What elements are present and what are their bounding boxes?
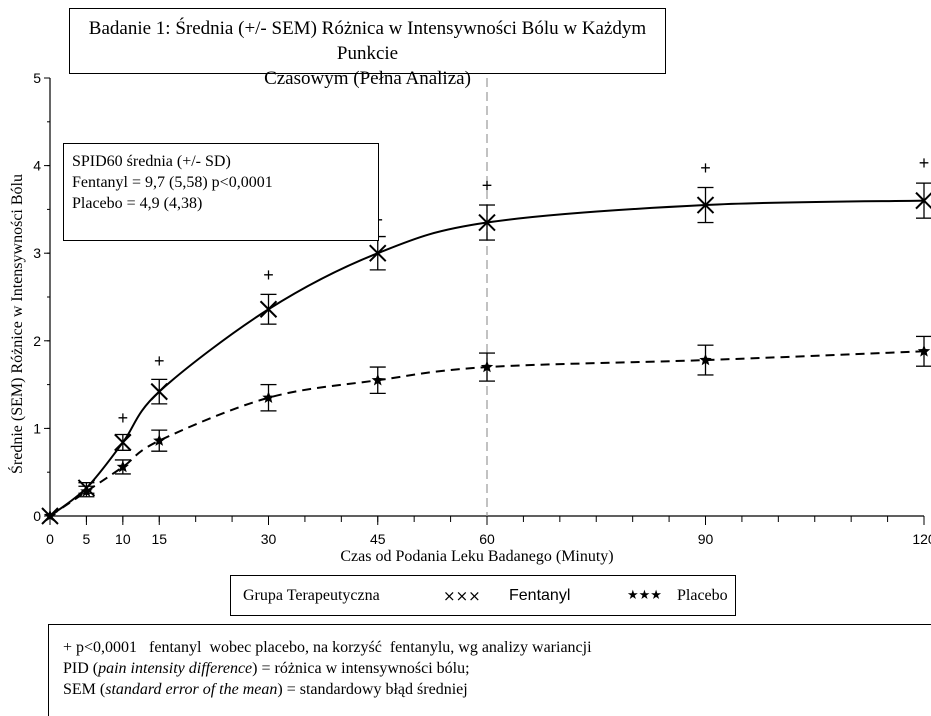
placebo-marker	[371, 373, 384, 386]
stats-line-placebo: Placebo = 4,9 (4,38)	[72, 195, 203, 212]
y-tick-label: 2	[33, 333, 41, 349]
x-tick-label: 90	[698, 531, 714, 547]
x-tick-label: 45	[370, 531, 386, 547]
fentanyl-marker	[259, 300, 278, 318]
fentanyl-marker	[478, 213, 496, 232]
significance-marker: +	[700, 158, 711, 178]
stats-box: SPID60 średnia (+/- SD) Fentanyl = 9,7 (…	[63, 143, 379, 241]
legend-group-label: Grupa Terapeutyczna	[243, 587, 380, 604]
x-tick-label: 0	[46, 531, 54, 547]
x-tick-label: 120	[912, 531, 931, 547]
placebo-marker	[153, 434, 166, 446]
placebo-marker	[43, 509, 57, 522]
x-tick-label: 10	[115, 531, 131, 547]
note-pid-definition: ) = różnica w intensywności bólu;	[252, 660, 470, 677]
significance-marker: +	[263, 265, 274, 285]
chart-title-line2: Czasowym (Pełna Analiza)	[264, 68, 471, 89]
fentanyl-marker	[696, 196, 715, 214]
placebo-marker	[917, 344, 931, 357]
y-axis-title: Średnie (SEM) Różnice w Intensywności Bó…	[7, 174, 26, 474]
placebo-line	[49, 350, 925, 517]
placebo-marker	[80, 485, 93, 497]
x-tick-label: 60	[479, 531, 495, 547]
x-tick-label: 30	[261, 531, 277, 547]
x-tick-label: 5	[83, 531, 91, 547]
significance-marker: +	[919, 153, 930, 173]
chart-title-line1: Badanie 1: Średnia (+/- SEM) Różnica w I…	[88, 18, 647, 64]
legend: Grupa Terapeutyczna ××× Fentanyl ★★★ Pla…	[230, 575, 736, 616]
legend-placebo-symbol: ★★★	[627, 588, 662, 603]
placebo-marker	[262, 391, 275, 403]
fentanyl-marker	[369, 244, 387, 262]
significance-marker: +	[118, 408, 129, 428]
y-tick-label: 3	[33, 245, 41, 261]
significance-marker: +	[154, 351, 165, 371]
note-sem-term: standard error of the mean	[105, 681, 278, 698]
note-sem-prefix: SEM (	[63, 681, 106, 698]
legend-placebo-label: Placebo	[677, 587, 728, 604]
chart-title-box: Badanie 1: Średnia (+/- SEM) Różnica w I…	[69, 8, 666, 89]
y-tick-label: 4	[33, 158, 41, 174]
legend-fentanyl-symbol: ×××	[443, 587, 481, 605]
note-sem-definition: ) = standardowy błąd średniej	[277, 681, 468, 698]
fentanyl-marker	[915, 191, 931, 210]
placebo-marker	[116, 460, 129, 473]
series-layer: +++++++	[41, 153, 931, 525]
note-pid: PID (pain intensity difference) = różnic…	[63, 658, 931, 679]
significance-marker: +	[482, 176, 493, 196]
note-pid-term: pain intensity difference	[98, 660, 253, 677]
notes-box: + p<0,0001 fentanyl wobec placebo, na ko…	[48, 624, 931, 716]
placebo-marker	[699, 353, 712, 366]
x-axis-title: Czas od Podania Leku Badanego (Minuty)	[340, 548, 613, 565]
legend-fentanyl-label: Fentanyl	[509, 587, 571, 604]
y-tick-label: 1	[33, 420, 41, 436]
note-pid-prefix: PID (	[63, 660, 99, 677]
placebo-marker	[480, 360, 494, 373]
x-tick-label: 15	[151, 531, 167, 547]
stats-line-fentanyl: Fentanyl = 9,7 (5,58) p<0,0001	[72, 174, 273, 191]
fentanyl-marker	[114, 433, 132, 452]
y-tick-label: 5	[33, 70, 41, 86]
note-significance: + p<0,0001 fentanyl wobec placebo, na ko…	[63, 639, 592, 656]
note-sem: SEM (standard error of the mean) = stand…	[63, 679, 931, 700]
y-tick-label: 0	[33, 508, 41, 524]
stats-line-heading: SPID60 średnia (+/- SD)	[72, 153, 231, 170]
fentanyl-marker	[150, 382, 168, 401]
axes: 05101530456090120012345	[33, 70, 931, 547]
